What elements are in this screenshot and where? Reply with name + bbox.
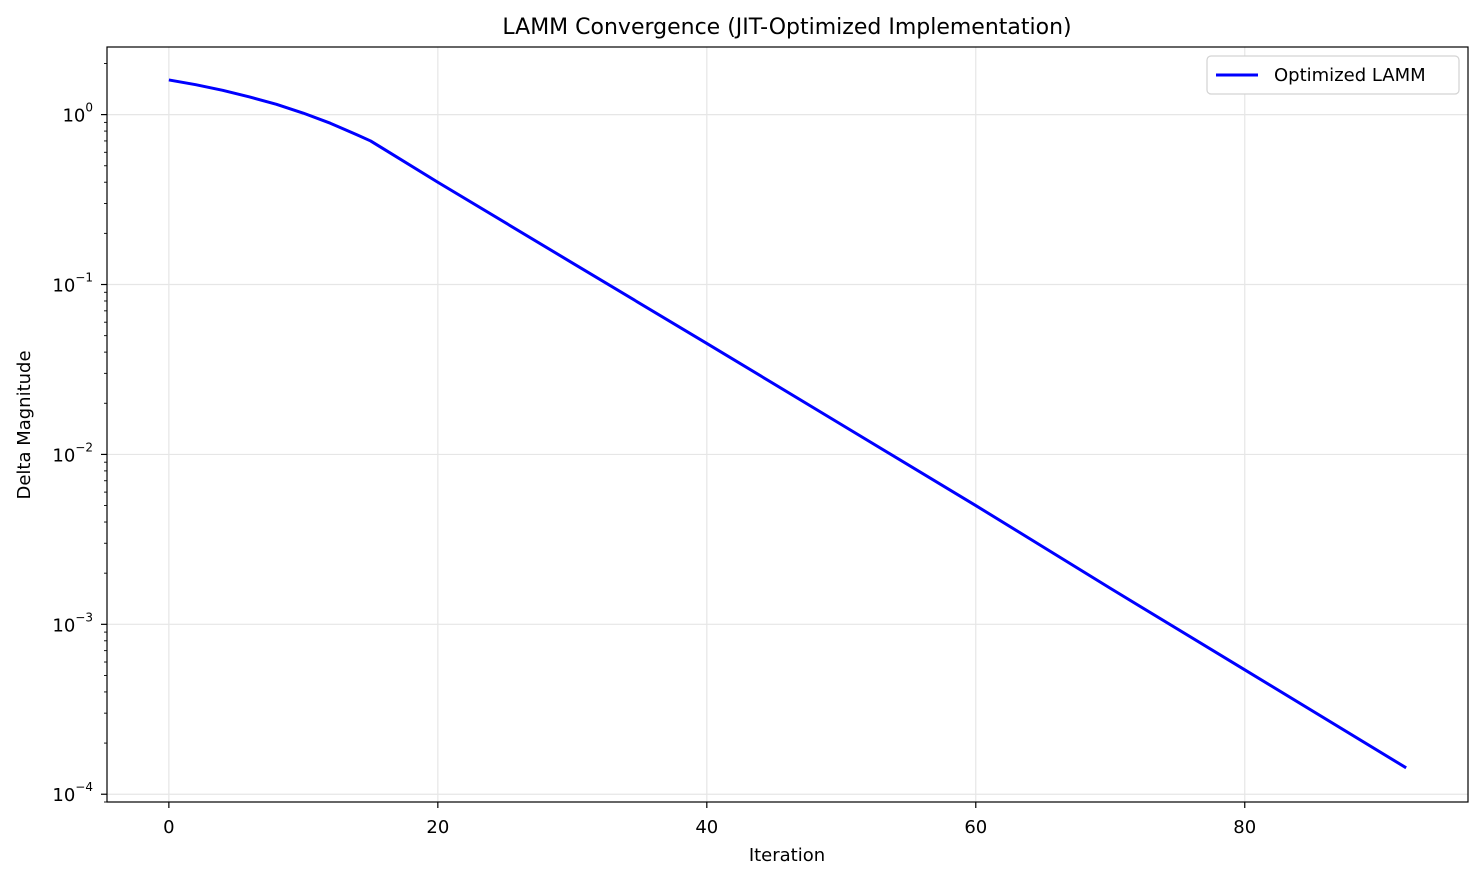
- x-tick-label: 60: [964, 817, 987, 838]
- y-axis-label: Delta Magnitude: [14, 350, 35, 499]
- legend-label: Optimized LAMM: [1274, 65, 1426, 86]
- series-line: [168, 78, 1407, 770]
- y-tick-label: 10−4: [52, 780, 93, 806]
- chart-title: LAMM Convergence (JIT-Optimized Implemen…: [502, 15, 1071, 40]
- y-tick-label: 10−1: [52, 271, 93, 297]
- x-tick-label: 0: [163, 817, 174, 838]
- x-axis: 0 20 40 60 80: [163, 802, 1256, 838]
- plot-area-frame: [106, 46, 1469, 803]
- grid: [107, 47, 1468, 802]
- y-tick-label: 10−3: [52, 610, 93, 636]
- x-tick-label: 80: [1233, 817, 1256, 838]
- legend-box: [1206, 55, 1460, 95]
- y-axis: 100 10−1 10−2 10−3 10−4: [52, 63, 107, 806]
- y-tick-label: 10−2: [52, 440, 93, 466]
- legend: Optimized LAMM: [1206, 55, 1460, 95]
- x-tick-label: 40: [695, 817, 718, 838]
- y-tick-label: 100: [62, 101, 93, 127]
- x-tick-label: 20: [426, 817, 449, 838]
- x-axis-label: Iteration: [749, 845, 825, 866]
- series-layer: [168, 78, 1407, 770]
